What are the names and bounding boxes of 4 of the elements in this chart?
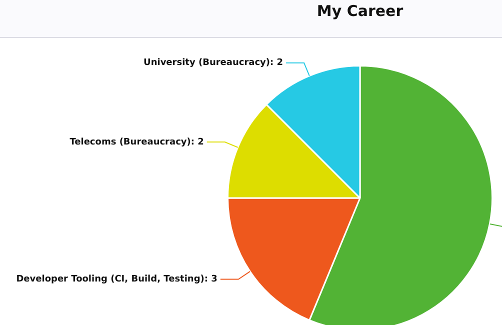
- slice-label: Developer Tooling (CI, Build, Testing): 3: [16, 274, 218, 285]
- slice-label: Telecoms (Bureaucracy): 2: [70, 137, 204, 148]
- chart-title: My Career: [316, 2, 404, 20]
- slice-label: University (Bureaucracy): 2: [144, 58, 284, 68]
